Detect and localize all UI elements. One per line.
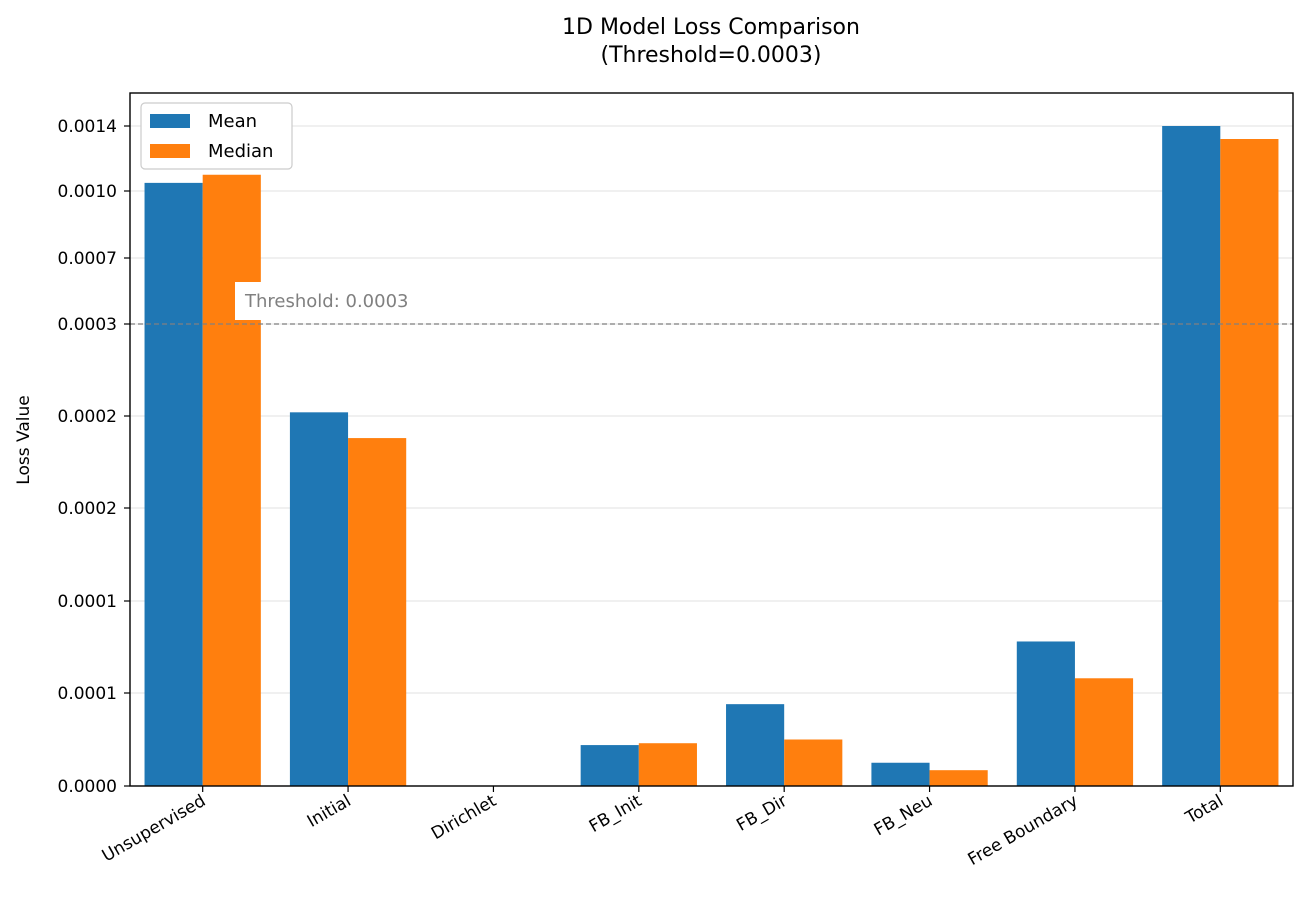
bar-mean-unsupervised xyxy=(144,182,203,786)
y-tick-label: 0.0007 xyxy=(58,249,117,269)
bar-mean-free-boundary xyxy=(1016,641,1075,786)
x-tick-label: Total xyxy=(1182,791,1227,829)
bars xyxy=(144,126,1279,786)
bar-median-fb_dir xyxy=(784,739,843,786)
y-tick-label: 0.0001 xyxy=(58,684,117,704)
y-tick-label: 0.0002 xyxy=(58,499,117,519)
bar-mean-fb_dir xyxy=(726,704,785,786)
chart-subtitle: (Threshold=0.0003) xyxy=(601,43,822,68)
x-tick-label: FB_Neu xyxy=(871,791,936,840)
bar-median-total xyxy=(1220,139,1279,786)
bar-mean-fb_init xyxy=(580,745,639,786)
bar-mean-fb_neu xyxy=(871,762,930,786)
y-tick-label: 0.0002 xyxy=(58,407,117,427)
threshold-label-box xyxy=(235,282,441,320)
threshold-label: Threshold: 0.0003 xyxy=(244,291,408,312)
bar-median-initial xyxy=(348,438,407,786)
y-tick-label: 0.0000 xyxy=(58,777,117,797)
legend-label: Median xyxy=(208,141,273,162)
y-tick-label: 0.0001 xyxy=(58,592,117,612)
bar-median-unsupervised xyxy=(202,174,261,786)
y-axis-label: Loss Value xyxy=(14,395,34,484)
x-tick-label: Initial xyxy=(304,791,355,832)
bar-median-fb_init xyxy=(638,743,697,786)
x-tick-label: FB_Dir xyxy=(733,791,790,836)
x-tick-label: Free Boundary xyxy=(965,791,1082,870)
x-tick-label: Dirichlet xyxy=(428,791,500,844)
legend: Mean Median xyxy=(140,102,293,170)
bar-mean-initial xyxy=(289,412,349,786)
chart-title: 1D Model Loss Comparison xyxy=(562,15,860,40)
threshold: Threshold: 0.0003 xyxy=(130,282,1293,325)
x-tick-label: Unsupervised xyxy=(99,791,209,866)
bar-median-free-boundary xyxy=(1074,678,1134,786)
plot-frame xyxy=(129,92,1294,787)
y-tick-label: 0.0003 xyxy=(58,315,117,335)
legend-label: Mean xyxy=(208,111,257,132)
y-tick-label: 0.0010 xyxy=(58,182,117,202)
bar-mean-total xyxy=(1162,126,1221,786)
legend-swatch xyxy=(150,114,190,128)
bar-median-fb_neu xyxy=(929,770,988,786)
legend-swatch xyxy=(150,144,190,158)
y-tick-label: 0.0014 xyxy=(58,117,117,137)
x-tick-label: FB_Init xyxy=(586,791,646,837)
